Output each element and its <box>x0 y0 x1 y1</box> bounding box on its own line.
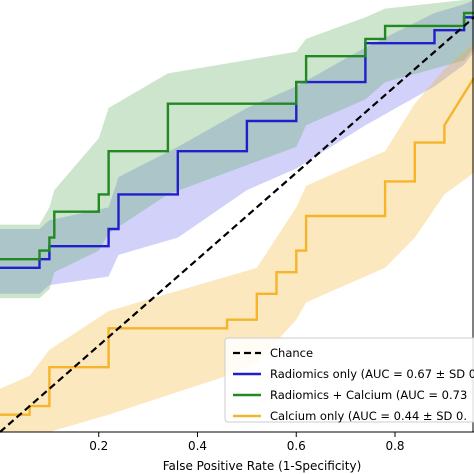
line-calcium-only <box>0 77 474 416</box>
legend-items: Chance Radiomics only (AUC = 0.67 ± SD 0.… <box>233 346 474 423</box>
x-ticks: 0.2 0.4 0.6 0.8 <box>89 432 405 453</box>
x-tick-label-1: 0.4 <box>188 439 207 453</box>
legend-frame <box>224 337 474 423</box>
line-radiomics-only <box>0 16 474 269</box>
line-radiomics-calcium <box>0 11 474 261</box>
legend-label-calcium-only: Calcium only (AUC = 0.44 ± SD 0. <box>270 409 467 423</box>
roc-curves <box>0 11 474 433</box>
x-tick-label-3: 0.8 <box>385 439 404 453</box>
band-calcium-only <box>0 43 474 432</box>
line-chance <box>0 16 474 433</box>
legend: Chance Radiomics only (AUC = 0.67 ± SD 0.… <box>224 337 474 423</box>
legend-label-radiomics-only: Radiomics only (AUC = 0.67 ± SD 0. <box>270 367 474 381</box>
x-axis-label: False Positive Rate (1-Specificity) <box>163 459 362 473</box>
legend-label-radiomics-calcium: Radiomics + Calcium (AUC = 0.73 <box>270 388 467 402</box>
legend-label-chance: Chance <box>270 346 313 360</box>
x-tick-label-2: 0.6 <box>287 439 306 453</box>
x-tick-label-0: 0.2 <box>89 439 108 453</box>
